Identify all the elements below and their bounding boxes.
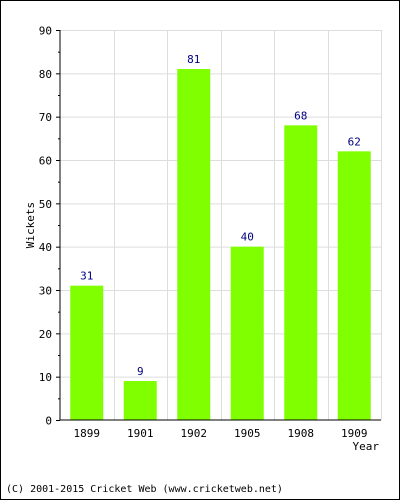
data-label-1905: 40 <box>241 231 254 244</box>
y-tick-label-0: 0 <box>45 415 52 428</box>
bar-1901 <box>123 381 157 420</box>
bar-1905 <box>230 246 264 420</box>
grid-lines <box>60 30 382 420</box>
y-tick-label-50: 50 <box>39 198 52 211</box>
y-tick-label-70: 70 <box>39 111 52 124</box>
y-tick-label-60: 60 <box>39 155 52 168</box>
x-tick-label-1902: 1902 <box>181 427 208 440</box>
y-tick-label-30: 30 <box>39 285 52 298</box>
copyright-text: (C) 2001-2015 Cricket Web (www.cricketwe… <box>6 484 283 495</box>
bar-1909 <box>337 151 371 421</box>
labels: 0 10 20 30 40 50 60 70 80 90 31 1899 9 1901 81 1902 40 19… <box>39 25 368 441</box>
y-tick-label-20: 20 <box>39 328 52 341</box>
data-label-1901: 9 <box>137 365 144 378</box>
bar-1902 <box>177 69 211 420</box>
x-tick-label-1901: 1901 <box>127 427 154 440</box>
y-tick-label-10: 10 <box>39 371 52 384</box>
x-axis-title: Year <box>353 440 380 453</box>
x-tick-label-1908: 1908 <box>288 427 315 440</box>
x-tick-label-1899: 1899 <box>74 427 101 440</box>
axes <box>56 30 381 421</box>
data-label-1902: 81 <box>187 53 200 66</box>
data-label-1909: 62 <box>348 135 361 148</box>
y-tick-label-80: 80 <box>39 68 52 81</box>
data-label-1908: 68 <box>294 109 307 122</box>
bar-1899 <box>70 285 104 420</box>
bars <box>70 69 371 421</box>
y-tick-label-40: 40 <box>39 241 52 254</box>
x-tick-label-1909: 1909 <box>341 427 368 440</box>
y-tick-label-90: 90 <box>39 25 52 38</box>
x-tick-label-1905: 1905 <box>234 427 261 440</box>
bar-1908 <box>284 125 318 420</box>
data-label-1899: 31 <box>80 270 93 283</box>
y-axis-title: Wickets <box>24 202 37 248</box>
